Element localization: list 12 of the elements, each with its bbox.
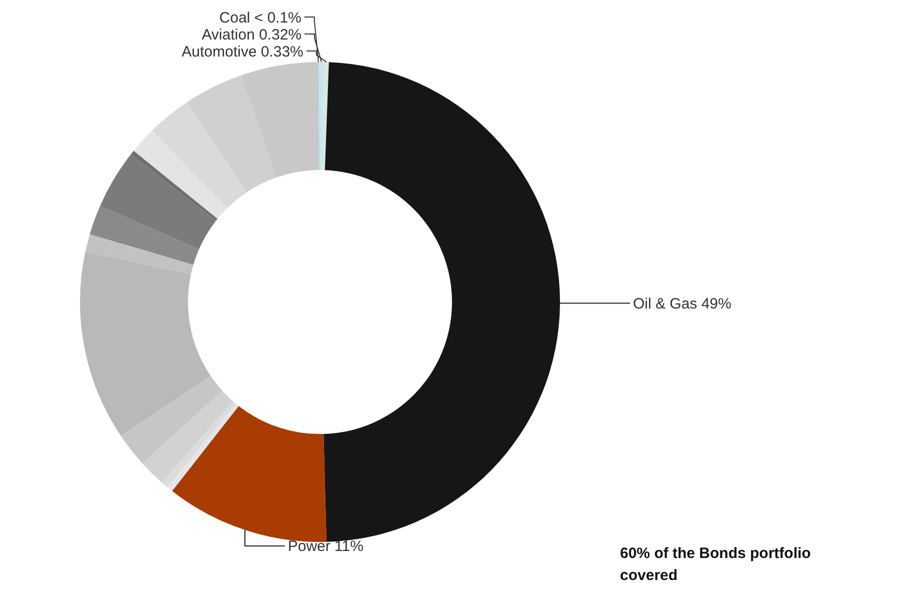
donut-slice (100, 154, 216, 250)
slice-label: Automotive 0.33% (182, 43, 304, 60)
donut-slice (90, 206, 200, 265)
donut-slice (324, 62, 560, 542)
donut-slice (319, 62, 324, 170)
slice-label: Power 11% (288, 538, 364, 556)
donut-slice (172, 406, 326, 542)
slice-label: Oil & Gas 49% (632, 295, 732, 312)
donut-slice (322, 62, 329, 170)
slice-label: Aviation 0.32% (202, 26, 302, 44)
slice-label: Coal < 0.1% (219, 9, 302, 26)
text: 60% of the Bonds portfolio covered (620, 545, 811, 584)
